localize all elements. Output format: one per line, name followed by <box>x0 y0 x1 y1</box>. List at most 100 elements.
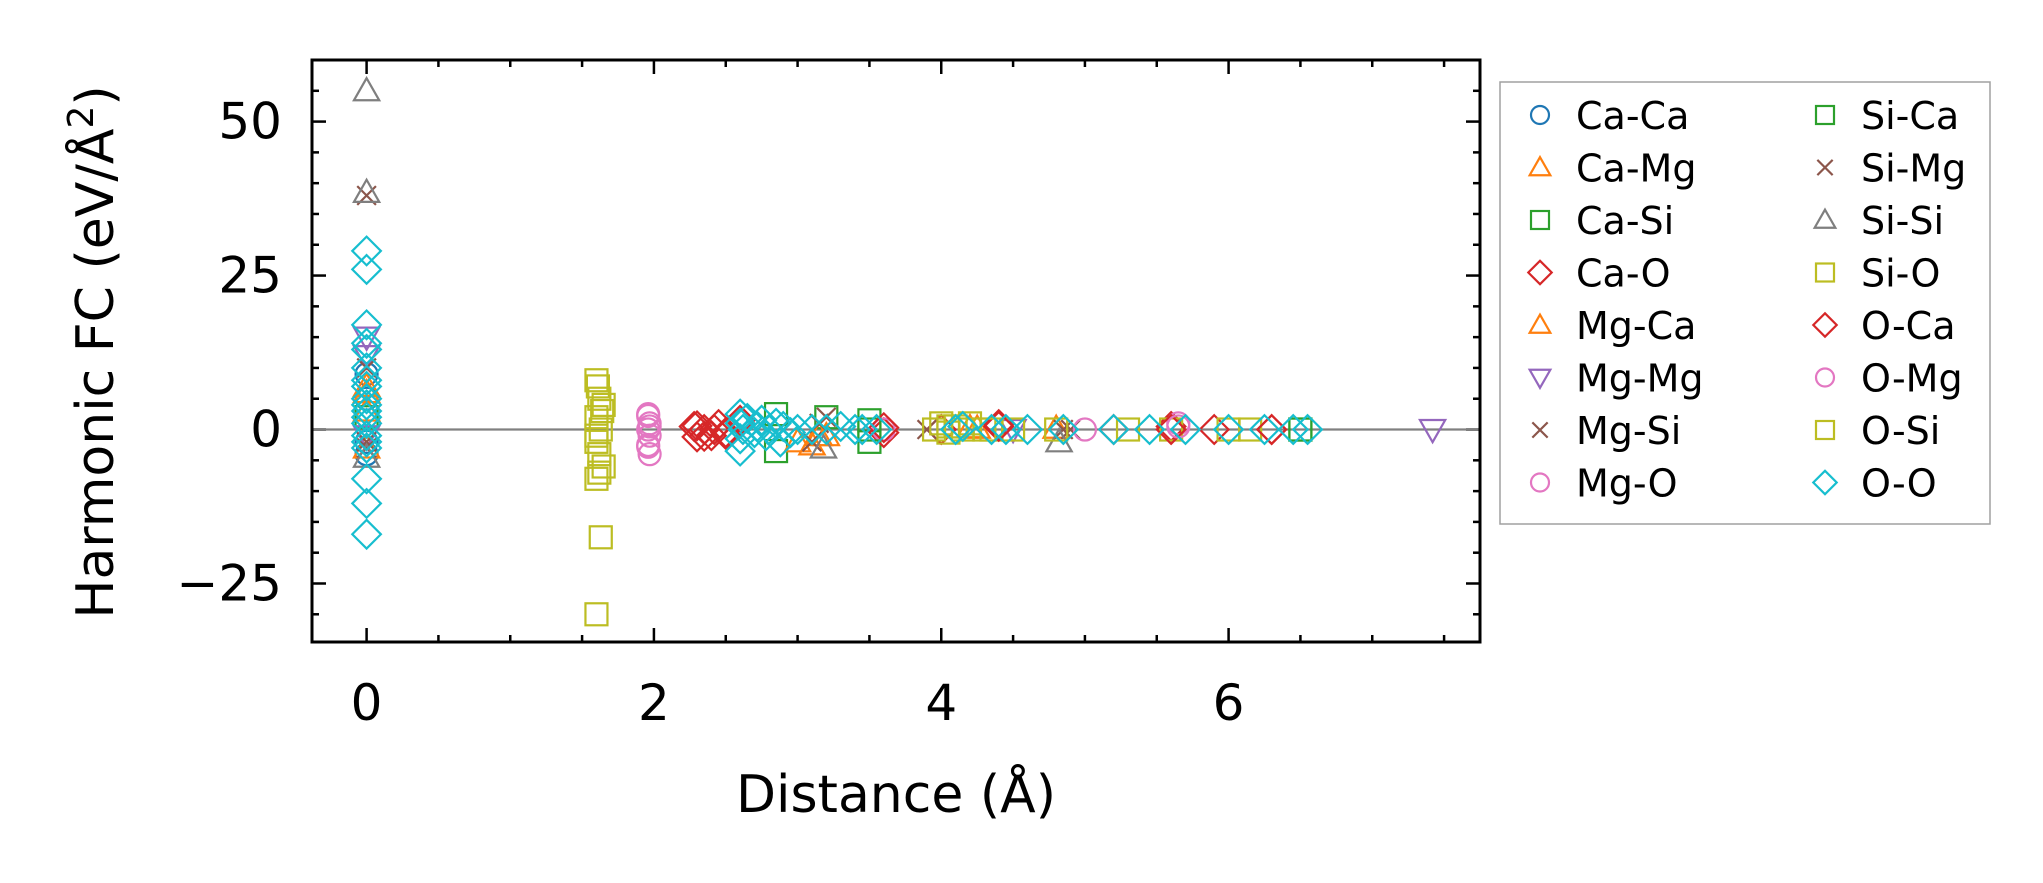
data-point <box>804 420 834 447</box>
legend-label: Si-Ca <box>1861 94 1959 138</box>
data-point <box>590 398 615 424</box>
legend-label: O-Mg <box>1861 357 1963 401</box>
data-point <box>1044 417 1069 442</box>
data-point <box>946 410 979 443</box>
data-point <box>350 518 383 551</box>
data-point <box>350 389 383 421</box>
legend-label: Ca-Ca <box>1576 94 1689 138</box>
legend-marker <box>1529 472 1551 493</box>
data-point <box>857 417 882 442</box>
data-point <box>1047 413 1080 446</box>
data-point <box>824 410 857 443</box>
data-point <box>1115 417 1141 442</box>
data-point <box>1212 413 1245 446</box>
data-point <box>350 370 383 403</box>
legend: Ca-Ca Ca-Mg Ca-Si Ca-O Mg-Ca Mg-Mg Mg-Si Mg-O Si… <box>1526 94 1966 506</box>
data-point <box>846 413 879 446</box>
data-point <box>350 395 383 427</box>
legend-label: O-O <box>1861 462 1937 506</box>
legend-label: Mg-O <box>1576 462 1678 506</box>
legend-marker <box>1529 209 1551 231</box>
legend-marker <box>1814 104 1836 126</box>
data-point <box>1169 413 1202 446</box>
data-point <box>698 413 731 446</box>
data-point <box>350 382 383 415</box>
data-point <box>724 435 756 467</box>
data-point <box>350 432 383 464</box>
data-point <box>350 425 383 458</box>
legend-marker <box>1527 312 1553 334</box>
data-point <box>350 401 383 434</box>
series-o-o <box>350 235 1324 551</box>
data-point <box>1155 413 1187 446</box>
legend-marker <box>1526 259 1554 286</box>
data-point <box>1418 418 1448 445</box>
series-mg-ca <box>352 377 992 453</box>
y-tick-label: 50 <box>218 93 282 151</box>
data-point <box>1053 419 1074 440</box>
data-point <box>584 602 609 627</box>
data-point <box>783 426 813 453</box>
data-point <box>1000 417 1026 442</box>
legend-label: Si-Mg <box>1861 147 1966 191</box>
legend-label: Ca-Mg <box>1576 147 1696 191</box>
plot-frame <box>310 58 1482 644</box>
legend-label: O-Ca <box>1861 304 1956 348</box>
series-si-o <box>584 368 1263 627</box>
data-point <box>588 417 613 442</box>
data-point <box>350 308 383 341</box>
data-point <box>781 413 814 446</box>
data-point <box>350 352 383 384</box>
data-point <box>763 402 789 427</box>
data-point <box>356 357 377 379</box>
data-point <box>587 386 612 411</box>
y-tick-label: −25 <box>176 554 282 612</box>
data-point <box>1072 417 1098 442</box>
data-point <box>1011 413 1044 446</box>
data-point <box>350 462 383 495</box>
data-point <box>637 414 662 439</box>
data-point <box>745 404 778 437</box>
x-tick-label: 4 <box>925 674 957 732</box>
data-point <box>584 405 609 430</box>
legend-label: O-Si <box>1861 409 1940 453</box>
data-point <box>1198 413 1231 446</box>
legend-marker <box>1812 207 1838 229</box>
series-si-si <box>352 75 1074 468</box>
legend-marker <box>1527 154 1553 177</box>
data-point <box>591 392 616 417</box>
y-tick-label: 0 <box>250 401 282 459</box>
data-point <box>916 419 938 440</box>
data-point <box>636 403 661 429</box>
legend-marker <box>1814 262 1836 283</box>
data-point <box>350 407 383 440</box>
data-point <box>810 413 843 446</box>
data-point <box>350 253 383 286</box>
data-point <box>939 413 972 446</box>
data-point <box>352 75 382 102</box>
series-si-ca <box>857 417 1313 442</box>
data-point <box>860 413 893 446</box>
x-tick-label: 0 <box>351 674 383 732</box>
legend-marker <box>1529 104 1551 126</box>
data-point <box>1255 413 1288 446</box>
data-point <box>975 413 1008 446</box>
data-point <box>982 410 1015 443</box>
data-point <box>1291 413 1324 446</box>
legend-label: Mg-Ca <box>1576 304 1696 348</box>
data-point <box>356 431 377 452</box>
data-point <box>588 525 613 550</box>
data-point <box>1133 413 1166 446</box>
data-point <box>867 411 900 444</box>
y-axis-label: Harmonic FC (eV/Å2) <box>61 85 127 618</box>
legend-label: Ca-Si <box>1576 199 1674 243</box>
x-tick-label: 2 <box>638 674 670 732</box>
data-point <box>350 487 383 520</box>
legend-marker <box>1816 159 1834 176</box>
data-point <box>584 423 609 448</box>
data-point <box>585 374 610 399</box>
data-point <box>990 413 1022 446</box>
data-point <box>1248 413 1281 446</box>
data-point <box>636 434 661 459</box>
data-point <box>584 466 609 491</box>
